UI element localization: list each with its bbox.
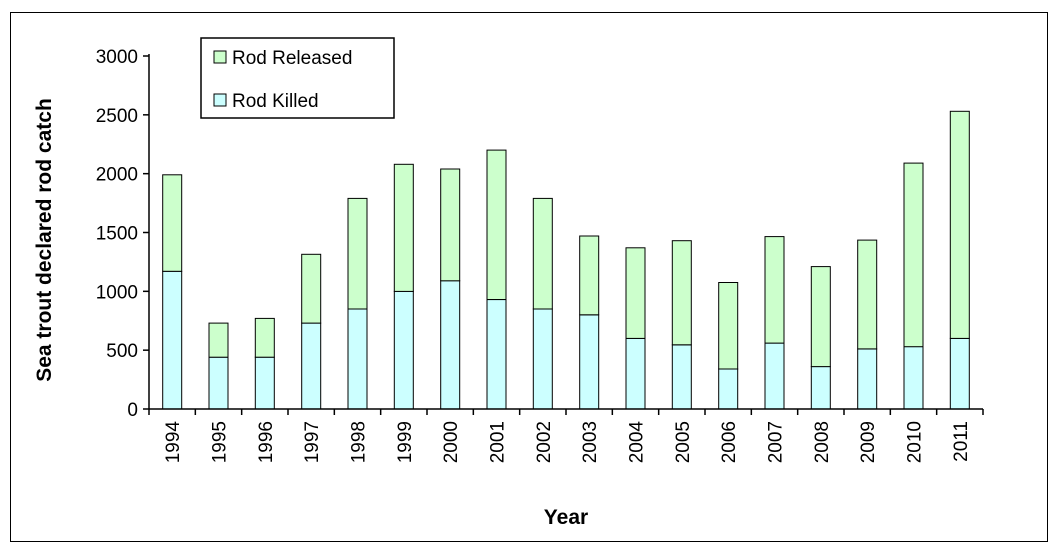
- x-ticks-group: 1994 1995 1996 1997 1998 1999 2000 2001 2002 2003…: [148, 409, 984, 464]
- bar-rod-killed-2001: [486, 299, 507, 410]
- x-tick-label-2000: 2000: [441, 421, 462, 463]
- x-tick-label-2008: 2008: [812, 421, 833, 463]
- bar-rod-killed-1998: [347, 308, 368, 410]
- bar-rod-killed-1999: [393, 290, 414, 410]
- x-tick-label-2010: 2010: [905, 421, 926, 463]
- bar-rod-killed-1995: [208, 356, 229, 410]
- bar-rod-killed-2000: [440, 280, 461, 410]
- bar-rod-killed-2008: [810, 366, 831, 410]
- x-tick-label-2006: 2006: [719, 421, 740, 463]
- bar-rod-released-1996: [254, 317, 275, 358]
- bar-rod-killed-1996: [254, 356, 275, 410]
- bar-rod-released-2007: [764, 236, 785, 344]
- x-axis-title: Year: [544, 506, 588, 529]
- bar-rod-released-2001: [486, 149, 507, 300]
- x-tick-label-2005: 2005: [673, 421, 694, 463]
- bar-rod-released-1994: [162, 174, 183, 272]
- legend-swatch-rod-killed: [213, 93, 227, 107]
- bar-rod-released-2000: [440, 168, 461, 282]
- bar-rod-killed-2007: [764, 342, 785, 410]
- y-tick-label: 0: [127, 400, 138, 421]
- bar-rod-killed-2004: [625, 337, 646, 410]
- legend-label-rod-released: Rod Released: [232, 48, 352, 69]
- legend-label-rod-killed: Rod Killed: [232, 91, 319, 112]
- y-tick-label: 1000: [96, 282, 138, 303]
- x-tick-label-1997: 1997: [302, 421, 323, 463]
- x-tick-label-2001: 2001: [488, 421, 509, 463]
- bar-rod-released-2006: [718, 282, 739, 370]
- bar-rod-released-2009: [857, 239, 878, 350]
- bar-rod-released-2011: [949, 110, 970, 339]
- bar-rod-released-2002: [532, 197, 553, 310]
- legend-swatch-rod-released: [213, 50, 227, 64]
- x-tick-label-2003: 2003: [580, 421, 601, 463]
- x-tick-label-1994: 1994: [163, 421, 184, 464]
- bar-rod-killed-2011: [949, 337, 970, 410]
- bar-rod-released-2008: [810, 266, 831, 368]
- y-tick-label: 3000: [96, 47, 138, 68]
- y-tick-label: 500: [106, 341, 138, 362]
- bar-rod-killed-2002: [532, 308, 553, 410]
- bars-group: [162, 110, 970, 410]
- x-tick-label-1999: 1999: [395, 421, 416, 463]
- legend-box: [200, 37, 395, 119]
- x-tick-label-2011: 2011: [951, 421, 972, 462]
- x-tick-label-1995: 1995: [210, 421, 231, 463]
- y-axis-title: Sea trout declared rod catch: [33, 98, 56, 382]
- bar-rod-released-2003: [579, 235, 600, 316]
- bar-rod-released-2010: [903, 162, 924, 348]
- x-tick-label-1996: 1996: [256, 421, 277, 463]
- x-tick-label-2004: 2004: [627, 421, 648, 464]
- bar-rod-killed-2009: [857, 348, 878, 410]
- y-tick-label: 2500: [96, 106, 138, 127]
- bar-rod-killed-2010: [903, 346, 924, 410]
- y-ticks-group: 0 500 1000 1500 2000 2500 3000: [96, 47, 149, 421]
- legend: Rod Released Rod Killed: [200, 37, 395, 119]
- bar-rod-released-1998: [347, 197, 368, 310]
- bar-rod-released-2005: [671, 240, 692, 346]
- y-tick-label: 2000: [96, 165, 138, 186]
- y-tick-label: 1500: [96, 224, 138, 245]
- bar-rod-killed-2003: [579, 314, 600, 410]
- bar-rod-killed-1994: [162, 270, 183, 410]
- x-tick-label-2009: 2009: [858, 421, 879, 463]
- bar-rod-released-2004: [625, 247, 646, 339]
- bar-rod-released-1997: [301, 253, 322, 324]
- x-tick-label-2007: 2007: [766, 421, 787, 463]
- bar-rod-released-1999: [393, 163, 414, 292]
- bar-rod-killed-2006: [718, 368, 739, 410]
- bar-rod-killed-2005: [671, 344, 692, 410]
- x-tick-label-2002: 2002: [534, 421, 555, 463]
- x-tick-label-1998: 1998: [349, 421, 370, 463]
- bar-rod-killed-1997: [301, 322, 322, 410]
- bar-rod-released-1995: [208, 322, 229, 358]
